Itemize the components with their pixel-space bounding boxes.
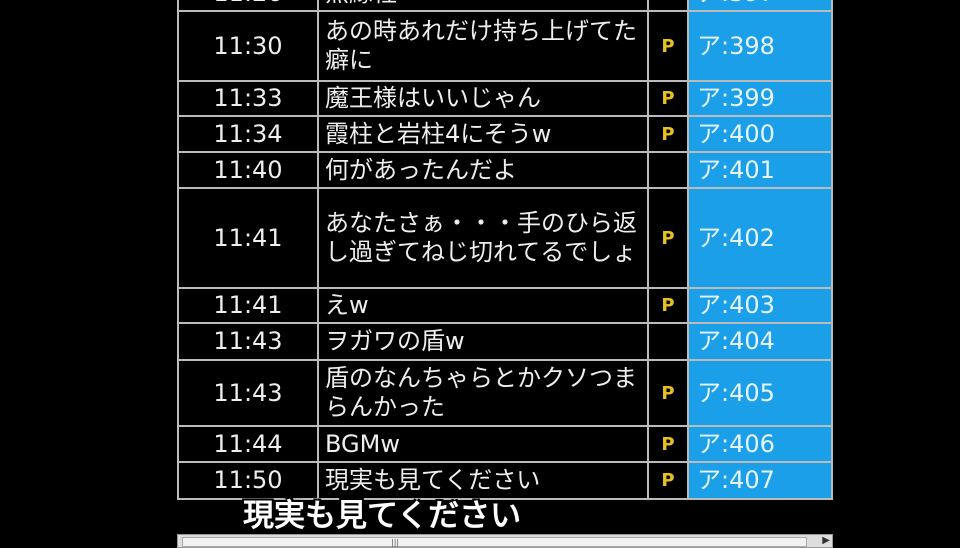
comment-text: 何があったんだよ: [317, 153, 647, 187]
comment-time: 11:33: [177, 82, 317, 115]
comment-text: 魔王様はいいじゃん: [317, 82, 647, 115]
comment-number: ア:407: [687, 463, 833, 498]
comment-number: ア:401: [687, 153, 833, 187]
premium-badge: P: [647, 189, 687, 287]
flowing-comment: 現実も見てください: [243, 498, 522, 534]
comment-time: 11:30: [177, 12, 317, 80]
premium-badge: P: [647, 361, 687, 425]
comment-number: ア:402: [687, 189, 833, 287]
comment-time: 11:40: [177, 153, 317, 187]
comment-number: ア:404: [687, 324, 833, 359]
comment-row[interactable]: 11:30 あの時あれだけ持ち上げてた癖に P ア:398: [177, 12, 833, 82]
comment-time: 11:43: [177, 361, 317, 425]
horizontal-scrollbar[interactable]: ||| ▶: [177, 534, 833, 548]
comment-text: あなたさぁ・・・手のひら返し過ぎてねじ切れてるでしょ: [317, 189, 647, 287]
comment-row[interactable]: 11:40 何があったんだよ ア:401: [177, 153, 833, 189]
comment-text: あの時あれだけ持ち上げてた癖に: [317, 12, 647, 80]
comment-row[interactable]: 11:26黒縁柱Pア:397: [177, 0, 833, 12]
premium-badge: P: [647, 289, 687, 322]
comment-time: 11:41: [177, 189, 317, 287]
comment-number: ア:399: [687, 82, 833, 115]
scroll-right-arrow-icon[interactable]: ▶: [822, 535, 830, 546]
scrollbar-thumb[interactable]: |||: [182, 537, 807, 547]
premium-badge: P: [647, 0, 687, 10]
comment-time: 11:50: [177, 463, 317, 498]
comment-number: ア:405: [687, 361, 833, 425]
comment-row[interactable]: 11:33 魔王様はいいじゃん P ア:399: [177, 82, 833, 117]
premium-badge: P: [647, 463, 687, 498]
comment-text: 黒縁柱: [317, 0, 647, 10]
comment-text: ヲガワの盾w: [317, 324, 647, 359]
comment-number: ア:403: [687, 289, 833, 322]
comment-row[interactable]: 11:43 盾のなんちゃらとかクソつまらんかった P ア:405: [177, 361, 833, 427]
comment-text: 霞柱と岩柱4にそうw: [317, 117, 647, 151]
premium-badge: P: [647, 82, 687, 115]
comment-time: 11:44: [177, 427, 317, 461]
comment-row[interactable]: 11:44 BGMw P ア:406: [177, 427, 833, 463]
comment-text: 現実も見てください: [317, 463, 647, 498]
comment-row[interactable]: 11:34 霞柱と岩柱4にそうw P ア:400: [177, 117, 833, 153]
comment-number: ア:397: [687, 0, 833, 10]
premium-badge: [647, 153, 687, 187]
comment-time: 11:43: [177, 324, 317, 359]
grip-icon: |||: [391, 538, 400, 547]
comment-row[interactable]: 11:43 ヲガワの盾w ア:404: [177, 324, 833, 361]
comment-row[interactable]: 11:41 あなたさぁ・・・手のひら返し過ぎてねじ切れてるでしょ P ア:402: [177, 189, 833, 289]
premium-badge: P: [647, 12, 687, 80]
premium-badge: P: [647, 117, 687, 151]
comment-text: BGMw: [317, 427, 647, 461]
comment-row[interactable]: 11:41 えw P ア:403: [177, 289, 833, 324]
comment-number: ア:400: [687, 117, 833, 151]
comment-time: 11:34: [177, 117, 317, 151]
comment-list: 11:26黒縁柱Pア:39711:30あの時あれだけ持ち上げてた癖にPア:398…: [177, 0, 833, 500]
premium-badge: P: [647, 427, 687, 461]
comment-time: 11:41: [177, 289, 317, 322]
comment-number: ア:406: [687, 427, 833, 461]
premium-badge: [647, 324, 687, 359]
comment-time: 11:26: [177, 0, 317, 10]
comment-number: ア:398: [687, 12, 833, 80]
comment-row[interactable]: 11:50 現実も見てください P ア:407: [177, 463, 833, 500]
comment-text: 盾のなんちゃらとかクソつまらんかった: [317, 361, 647, 425]
comment-text: えw: [317, 289, 647, 322]
